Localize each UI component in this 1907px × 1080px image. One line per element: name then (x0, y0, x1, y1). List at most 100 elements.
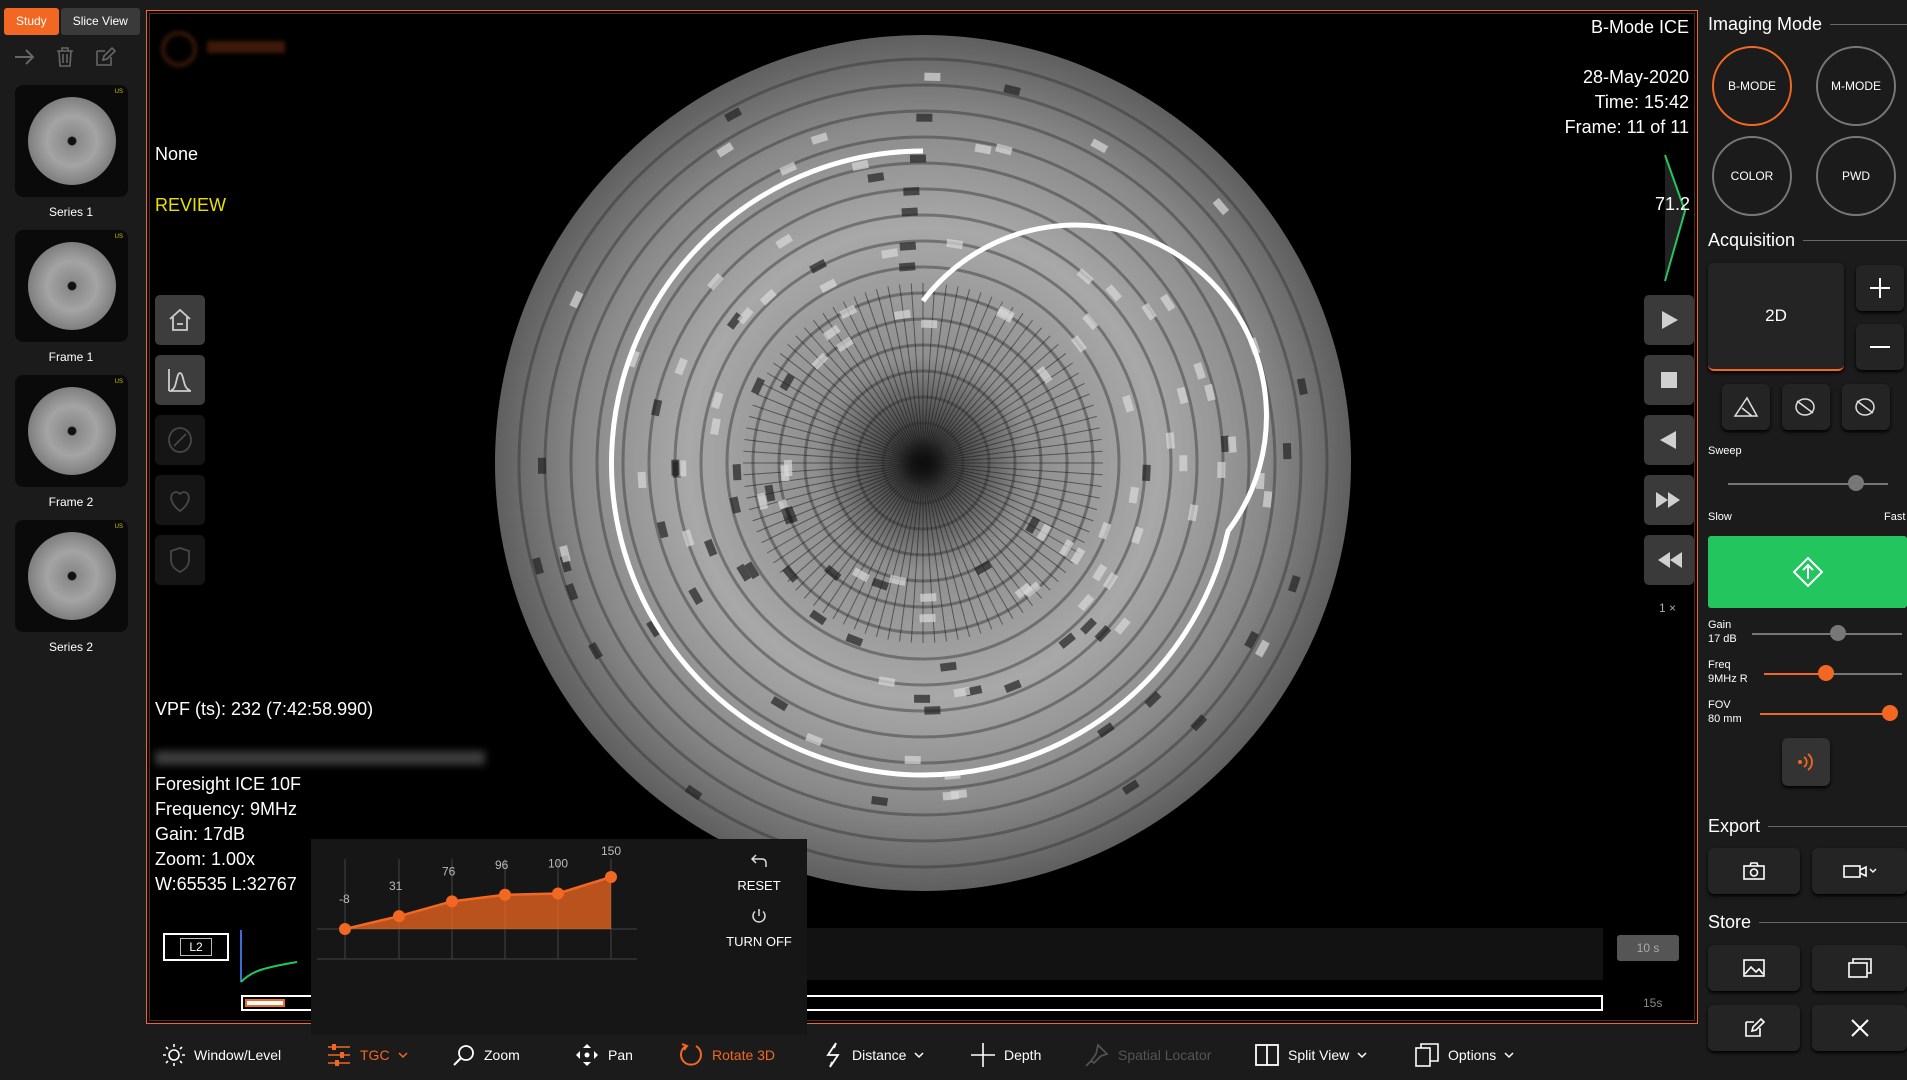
play-reverse-button[interactable] (1644, 415, 1694, 465)
pan-tool[interactable]: Pan (574, 1030, 633, 1080)
review-status: REVIEW (155, 195, 227, 215)
left-tabs: Study Slice View (4, 8, 140, 35)
sweep-1-button[interactable] (1782, 384, 1830, 430)
tgc-value-label: 100 (548, 856, 568, 870)
split-view-tool[interactable]: Split View (1254, 1030, 1367, 1080)
tgc-tool[interactable]: TGC (326, 1030, 408, 1080)
close-button[interactable] (1812, 1005, 1907, 1051)
minus-button[interactable] (1856, 324, 1904, 370)
thumbnail-frame-1[interactable]: US (15, 230, 128, 342)
gain-slider-track[interactable] (1752, 633, 1902, 635)
tab-slice-view[interactable]: Slice View (60, 8, 140, 35)
trash-icon[interactable] (52, 44, 78, 70)
start-acquisition-button[interactable] (1708, 536, 1907, 608)
thumbnail-series-2[interactable]: US (15, 520, 128, 632)
depth-label: Depth (1004, 1047, 1042, 1063)
store-title: Store (1708, 912, 1752, 932)
study-date: 28-May-2020 (1582, 67, 1689, 87)
image-viewport[interactable]: B-Mode ICE 28-May-2020 Time: 15:42 Frame… (146, 10, 1699, 1035)
freq-slider-knob[interactable] (1818, 665, 1835, 681)
thumbnail-series-1[interactable]: US (15, 85, 128, 197)
tgc-point[interactable] (393, 910, 405, 923)
minus-icon (1870, 346, 1890, 348)
us-badge: US (114, 234, 123, 240)
video-camera-icon (1842, 865, 1876, 878)
histogram-button[interactable] (155, 355, 205, 405)
time-10s-button[interactable]: 10 s (1617, 935, 1679, 961)
scrubber-handle[interactable] (245, 999, 285, 1007)
stop-button[interactable] (1644, 355, 1694, 405)
tgc-value-label: 150 (601, 844, 621, 858)
thumbnail-image (28, 242, 116, 330)
ellipse-tool-button[interactable] (155, 415, 205, 465)
plus-button[interactable] (1856, 265, 1904, 311)
ultrasound-image[interactable] (147, 11, 1699, 1025)
export-video-button[interactable] (1812, 848, 1907, 894)
transmit-waves-icon (1798, 753, 1813, 771)
tgc-reset-label: RESET (737, 878, 781, 893)
depth-readout: 71.2 (1655, 194, 1691, 214)
logo (161, 27, 291, 71)
gain-slider-knob[interactable] (1829, 625, 1846, 641)
pwd-mode-button[interactable]: PWD (1816, 136, 1896, 216)
distance-tool[interactable]: Distance (822, 1030, 924, 1080)
tgc-point[interactable] (499, 888, 511, 901)
store-series-button[interactable] (1812, 945, 1907, 991)
frame-counter: Frame: 11 of 11 (1564, 117, 1689, 137)
tab-study[interactable]: Study (4, 8, 59, 35)
transmit-button[interactable] (1782, 738, 1830, 786)
spatial-locator-tool[interactable]: Spatial Locator (1084, 1030, 1211, 1080)
store-edit-button[interactable] (1708, 1005, 1800, 1051)
l2-tag[interactable]: L2 (163, 933, 229, 961)
tgc-reset-button[interactable]: RESET (719, 853, 799, 893)
blurred-system-text (155, 751, 485, 765)
color-mode-button[interactable]: COLOR (1712, 136, 1792, 216)
move-arrow-icon[interactable] (12, 44, 38, 70)
thumbnail-label: Frame 2 (48, 495, 94, 509)
tgc-chart[interactable]: -8 31 76 96 100 150 (311, 839, 711, 1035)
play-button[interactable] (1644, 295, 1694, 345)
m-mode-button[interactable]: M-MODE (1816, 46, 1896, 126)
edit-icon[interactable] (92, 44, 118, 70)
sweep-fast-label: Fast (1884, 511, 1906, 523)
sweep-2-button[interactable] (1842, 384, 1890, 430)
thumbnail-frame-2[interactable]: US (15, 375, 128, 487)
home-view-button[interactable] (155, 295, 205, 345)
tgc-point[interactable] (605, 871, 617, 883)
acquisition-2d-button[interactable]: 2D (1708, 263, 1844, 371)
rotate-3d-tool[interactable]: Rotate 3D (678, 1030, 775, 1080)
freq-label: Freq (1708, 659, 1731, 671)
fov-slider-knob[interactable] (1882, 705, 1898, 721)
time-15s-label: 15s (1643, 996, 1663, 1010)
rewind-button[interactable] (1644, 535, 1694, 585)
tgc-turn-off-button[interactable]: TURN OFF (719, 907, 799, 949)
viewport-frame (149, 13, 1695, 1021)
mode-title: B-Mode ICE (1590, 17, 1689, 37)
options-tool[interactable]: Options (1414, 1030, 1514, 1080)
store-image-button[interactable] (1708, 945, 1800, 991)
b-mode-button[interactable]: B-MODE (1712, 46, 1792, 126)
fov-label: FOV (1708, 699, 1731, 711)
window-level-tool[interactable]: Window/Level (162, 1030, 281, 1080)
left-tools (12, 44, 118, 70)
window-level-label: Window/Level (194, 1047, 282, 1063)
fast-forward-button[interactable] (1644, 475, 1694, 525)
locator-pin-icon (1085, 1043, 1109, 1067)
timeline-track[interactable] (807, 928, 1603, 980)
sweep-slider-track[interactable] (1728, 483, 1888, 485)
zoom-tool[interactable]: Zoom (452, 1030, 520, 1080)
zoom-readout: Zoom: 1.00x (155, 849, 256, 869)
depth-tool[interactable]: Depth (970, 1030, 1041, 1080)
sector-angle-button[interactable] (1722, 384, 1770, 430)
tgc-point[interactable] (446, 895, 458, 908)
undo-icon (750, 854, 767, 867)
heart-tool-button[interactable] (155, 475, 205, 525)
export-screenshot-button[interactable] (1708, 848, 1800, 894)
sun-icon (163, 1044, 185, 1066)
tgc-point[interactable] (339, 923, 351, 935)
sweep-slider-knob[interactable] (1848, 475, 1864, 491)
playback-speed[interactable]: 1 × (1659, 601, 1677, 615)
shield-tool-button[interactable] (155, 535, 205, 585)
tgc-turn-off-label: TURN OFF (726, 934, 792, 949)
tgc-point[interactable] (552, 887, 564, 900)
